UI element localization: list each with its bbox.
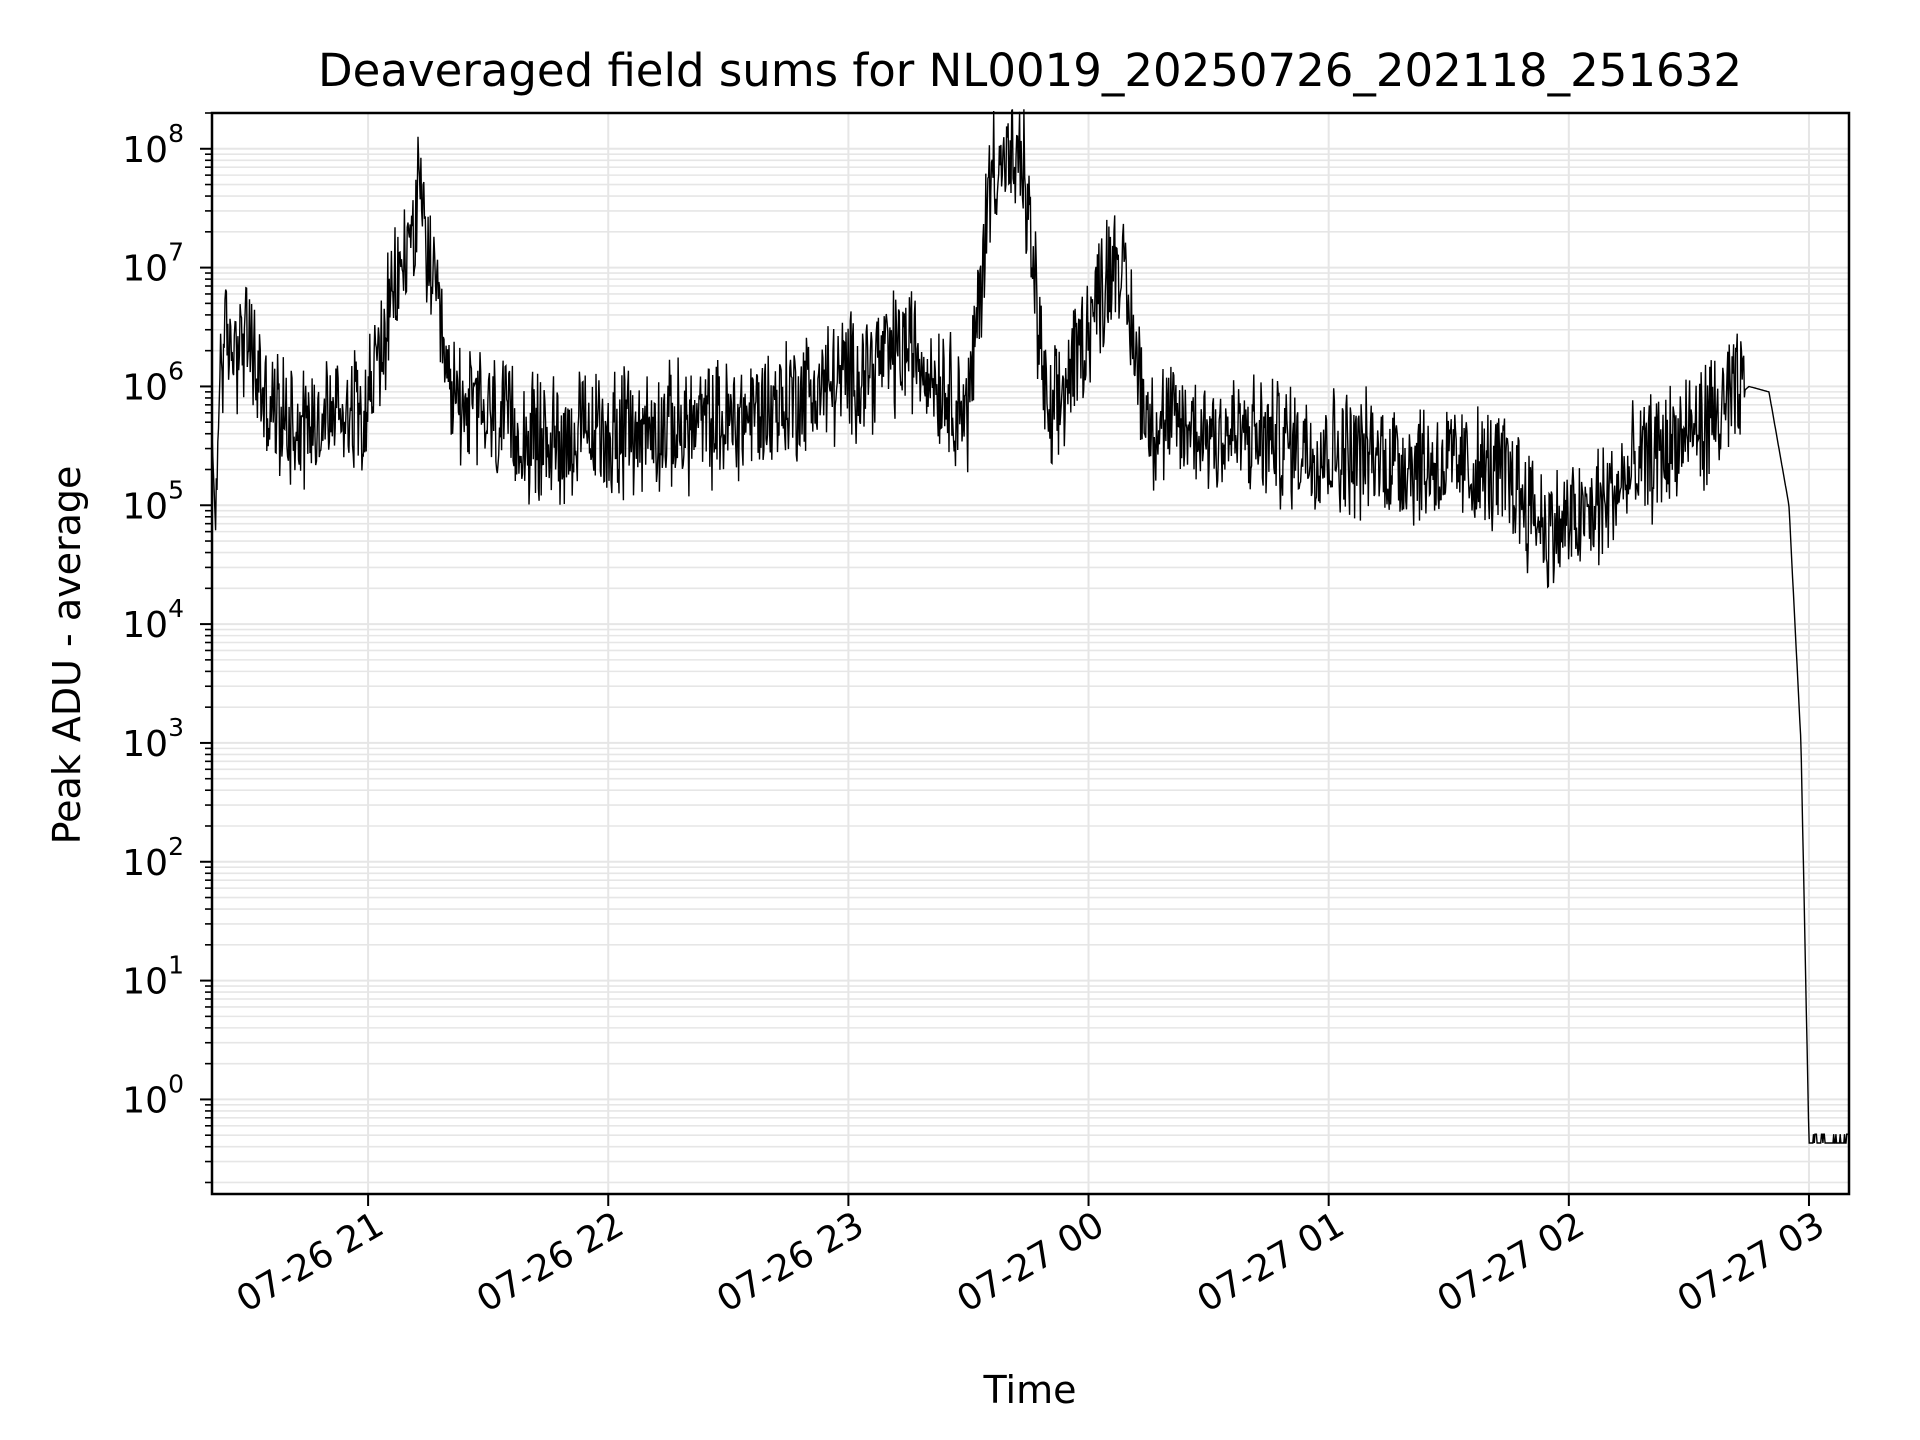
y-tick-label: 102 — [122, 832, 184, 884]
x-axis-label: Time — [983, 1368, 1077, 1412]
y-tick-label: 100 — [122, 1069, 184, 1121]
y-tick-base: 10 — [122, 486, 168, 527]
series-line — [211, 109, 1849, 1144]
y-tick-exponent: 3 — [168, 713, 184, 742]
y-tick-base: 10 — [122, 724, 168, 765]
y-tick-base: 10 — [122, 249, 168, 290]
y-tick-base: 10 — [122, 1080, 168, 1121]
y-tick-base: 10 — [122, 962, 168, 1003]
y-tick-exponent: 4 — [168, 594, 184, 623]
y-tick-exponent: 6 — [168, 356, 184, 385]
y-tick-label: 105 — [122, 475, 184, 527]
y-tick-exponent: 7 — [168, 238, 184, 267]
y-tick-label: 108 — [122, 119, 184, 171]
y-tick-label: 106 — [122, 356, 184, 408]
y-axis-label: Peak ADU - average — [45, 466, 89, 845]
y-tick-base: 10 — [122, 605, 168, 646]
y-tick-base: 10 — [122, 843, 168, 884]
y-tick-exponent: 0 — [168, 1069, 184, 1098]
y-tick-exponent: 1 — [168, 951, 184, 980]
y-tick-label: 103 — [122, 713, 184, 765]
y-tick-exponent: 8 — [168, 119, 184, 148]
y-tick-label: 104 — [122, 594, 184, 646]
y-tick-exponent: 5 — [168, 475, 184, 504]
y-tick-base: 10 — [122, 367, 168, 408]
chart-title: Deaveraged field sums for NL0019_2025072… — [318, 44, 1742, 97]
y-tick-base: 10 — [122, 130, 168, 171]
series-layer — [211, 109, 1849, 1144]
y-tick-exponent: 2 — [168, 832, 184, 861]
y-tick-label: 101 — [122, 951, 184, 1003]
grid — [212, 112, 1849, 1194]
y-tick-label: 107 — [122, 238, 184, 290]
plot-frame — [210, 111, 1851, 1196]
